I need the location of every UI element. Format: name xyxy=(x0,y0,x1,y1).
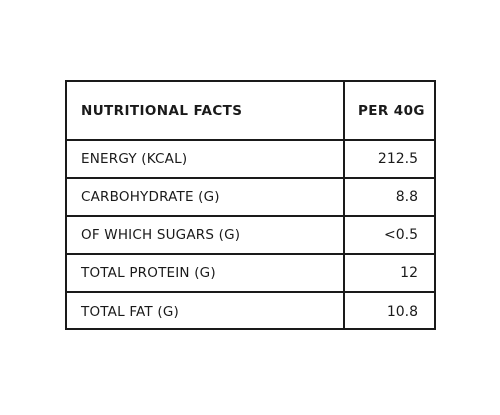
row-value: 12 xyxy=(400,265,418,281)
row-value: <0.5 xyxy=(384,227,418,243)
row-value: 8.8 xyxy=(395,189,418,205)
nutrition-facts-table: NUTRITIONAL FACTS PER 40G ENERGY (KCAL) … xyxy=(65,80,436,330)
row-label: TOTAL FAT (G) xyxy=(67,293,345,330)
row-label: ENERGY (KCAL) xyxy=(67,141,345,177)
header-value: PER 40G xyxy=(358,102,425,119)
row-value: 212.5 xyxy=(377,151,418,167)
table-row: ENERGY (KCAL) 212.5 xyxy=(67,141,434,179)
table-row: TOTAL PROTEIN (G) 12 xyxy=(67,255,434,293)
header-label: NUTRITIONAL FACTS xyxy=(67,82,345,139)
row-value: 10.8 xyxy=(386,303,418,320)
row-label: OF WHICH SUGARS (G) xyxy=(67,217,345,253)
table-header-row: NUTRITIONAL FACTS PER 40G xyxy=(67,82,434,141)
table-row: TOTAL FAT (G) 10.8 xyxy=(67,293,434,330)
row-label: TOTAL PROTEIN (G) xyxy=(67,255,345,291)
row-label: CARBOHYDRATE (G) xyxy=(67,179,345,215)
table-row: CARBOHYDRATE (G) 8.8 xyxy=(67,179,434,217)
table-row: OF WHICH SUGARS (G) <0.5 xyxy=(67,217,434,255)
